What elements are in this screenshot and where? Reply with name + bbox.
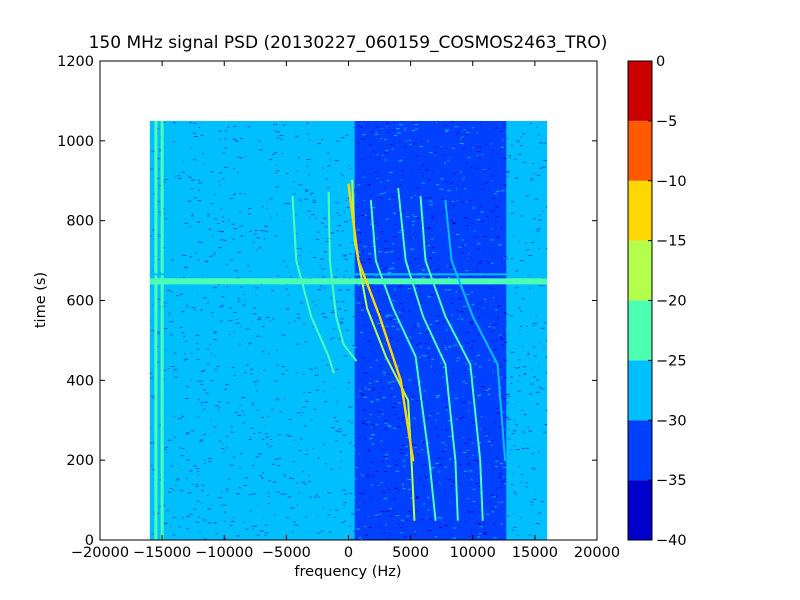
y-tick-label: 1200 bbox=[57, 54, 94, 70]
x-tick-label: 5000 bbox=[392, 545, 429, 561]
doppler-track-7 bbox=[444, 199, 507, 462]
y-tick-label: 600 bbox=[66, 294, 94, 310]
doppler-track-3 bbox=[347, 183, 415, 462]
colorbar-tick-label: −30 bbox=[656, 413, 687, 429]
plot-area: −20000 −15000 −10000 −5000 0 5000 10000 15000 20… bbox=[57, 54, 620, 561]
y-tick-label: 0 bbox=[85, 533, 94, 549]
colorbar-segment bbox=[628, 300, 652, 361]
colorbar-tick-label: 0 bbox=[656, 54, 665, 70]
x-tick-label: −20000 bbox=[71, 545, 129, 561]
colorbar-tick-label: −5 bbox=[656, 114, 677, 130]
colorbar-segment bbox=[628, 480, 652, 540]
x-tick-label: −15000 bbox=[133, 545, 191, 561]
doppler-track-8 bbox=[291, 195, 335, 374]
y-axis-label: time (s) bbox=[33, 272, 49, 328]
x-tick-label: 15000 bbox=[512, 545, 558, 561]
spectrogram-image bbox=[149, 120, 548, 540]
doppler-track-4 bbox=[369, 199, 437, 521]
colorbar-tick-label: −10 bbox=[656, 174, 687, 190]
y-tick-label: 1000 bbox=[57, 134, 94, 150]
y-tick-label: 800 bbox=[66, 214, 94, 230]
colorbar-segment bbox=[628, 240, 652, 301]
y-tick-label: 400 bbox=[66, 373, 94, 389]
colorbar-tick-label: −25 bbox=[656, 353, 687, 369]
doppler-track-5 bbox=[397, 187, 459, 521]
chart-title: 150 MHz signal PSD (20130227_060159_COSM… bbox=[89, 33, 608, 53]
colorbar-tick-label: −20 bbox=[656, 294, 687, 310]
carrier-line-2 bbox=[160, 120, 164, 540]
carrier-line-1 bbox=[154, 120, 158, 540]
colorbar-segment bbox=[628, 61, 652, 121]
x-axis-label: frequency (Hz) bbox=[294, 564, 401, 580]
colorbar-segment bbox=[628, 120, 652, 181]
horizontal-band-edge bbox=[149, 273, 548, 276]
x-tick-label: 20000 bbox=[574, 545, 620, 561]
y-tick-label: 200 bbox=[66, 453, 94, 469]
doppler-track-9 bbox=[260, 283, 306, 354]
noise-texture bbox=[149, 121, 548, 540]
x-tick-label: −5000 bbox=[262, 545, 311, 561]
x-tick-label: 0 bbox=[344, 545, 353, 561]
colorbar: −40 −35 −30 −25 −20 −15 −10 −5 0 bbox=[627, 54, 687, 549]
horizontal-band bbox=[149, 278, 548, 285]
colorbar-segment bbox=[628, 180, 652, 241]
doppler-track-1 bbox=[327, 191, 357, 362]
colorbar-tick-label: −35 bbox=[656, 473, 687, 489]
colorbar-tick-label: −15 bbox=[656, 234, 687, 250]
doppler-track-6 bbox=[419, 195, 484, 521]
doppler-track-10 bbox=[200, 331, 216, 366]
colorbar-tick-label: −40 bbox=[656, 533, 687, 549]
colorbar-segment bbox=[628, 360, 652, 421]
x-tick-label: 10000 bbox=[450, 545, 496, 561]
colorbar-segment bbox=[628, 420, 652, 481]
x-tick-label: −10000 bbox=[195, 545, 253, 561]
